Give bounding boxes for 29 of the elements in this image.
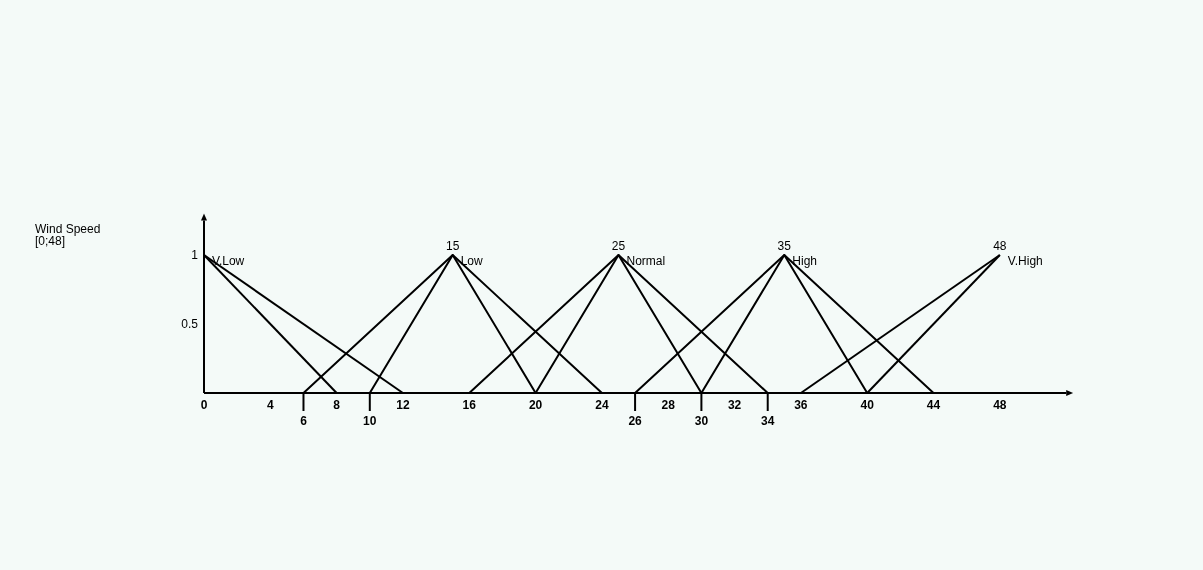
annotation: 6 xyxy=(300,414,308,428)
series-label: Normal xyxy=(626,254,666,268)
x-tick-label: 32 xyxy=(727,398,742,412)
x-tick-label: 28 xyxy=(661,398,676,412)
series-label: V.High xyxy=(1007,254,1043,268)
annotation: 25 xyxy=(611,239,626,253)
y-tick-label: 0.5 xyxy=(181,317,199,331)
x-tick-label: 0 xyxy=(200,398,208,412)
annotation: 26 xyxy=(628,414,643,428)
annotation: 10 xyxy=(363,414,377,428)
x-tick-label: 8 xyxy=(333,398,341,412)
x-tick-label: 16 xyxy=(462,398,477,412)
text: Wind Speed [0;48] xyxy=(35,222,101,248)
x-tick-label: 48 xyxy=(993,398,1007,412)
y-tick-label: 1 xyxy=(191,248,199,262)
annotation: 30 xyxy=(694,414,709,428)
annotation: 15 xyxy=(446,239,460,253)
series-label: High xyxy=(792,254,817,268)
x-tick-label: 24 xyxy=(595,398,609,412)
x-tick-label: 20 xyxy=(528,398,543,412)
x-tick-label: 40 xyxy=(860,398,875,412)
annotation: 34 xyxy=(761,414,775,428)
x-tick-label: 44 xyxy=(926,398,941,412)
x-tick-label: 4 xyxy=(266,398,274,412)
annotation: 48 xyxy=(993,239,1007,253)
x-tick-label: 12 xyxy=(396,398,410,412)
annotation: 35 xyxy=(777,239,792,253)
series-label: V.Low xyxy=(212,254,245,268)
x-tick-label: 36 xyxy=(794,398,808,412)
